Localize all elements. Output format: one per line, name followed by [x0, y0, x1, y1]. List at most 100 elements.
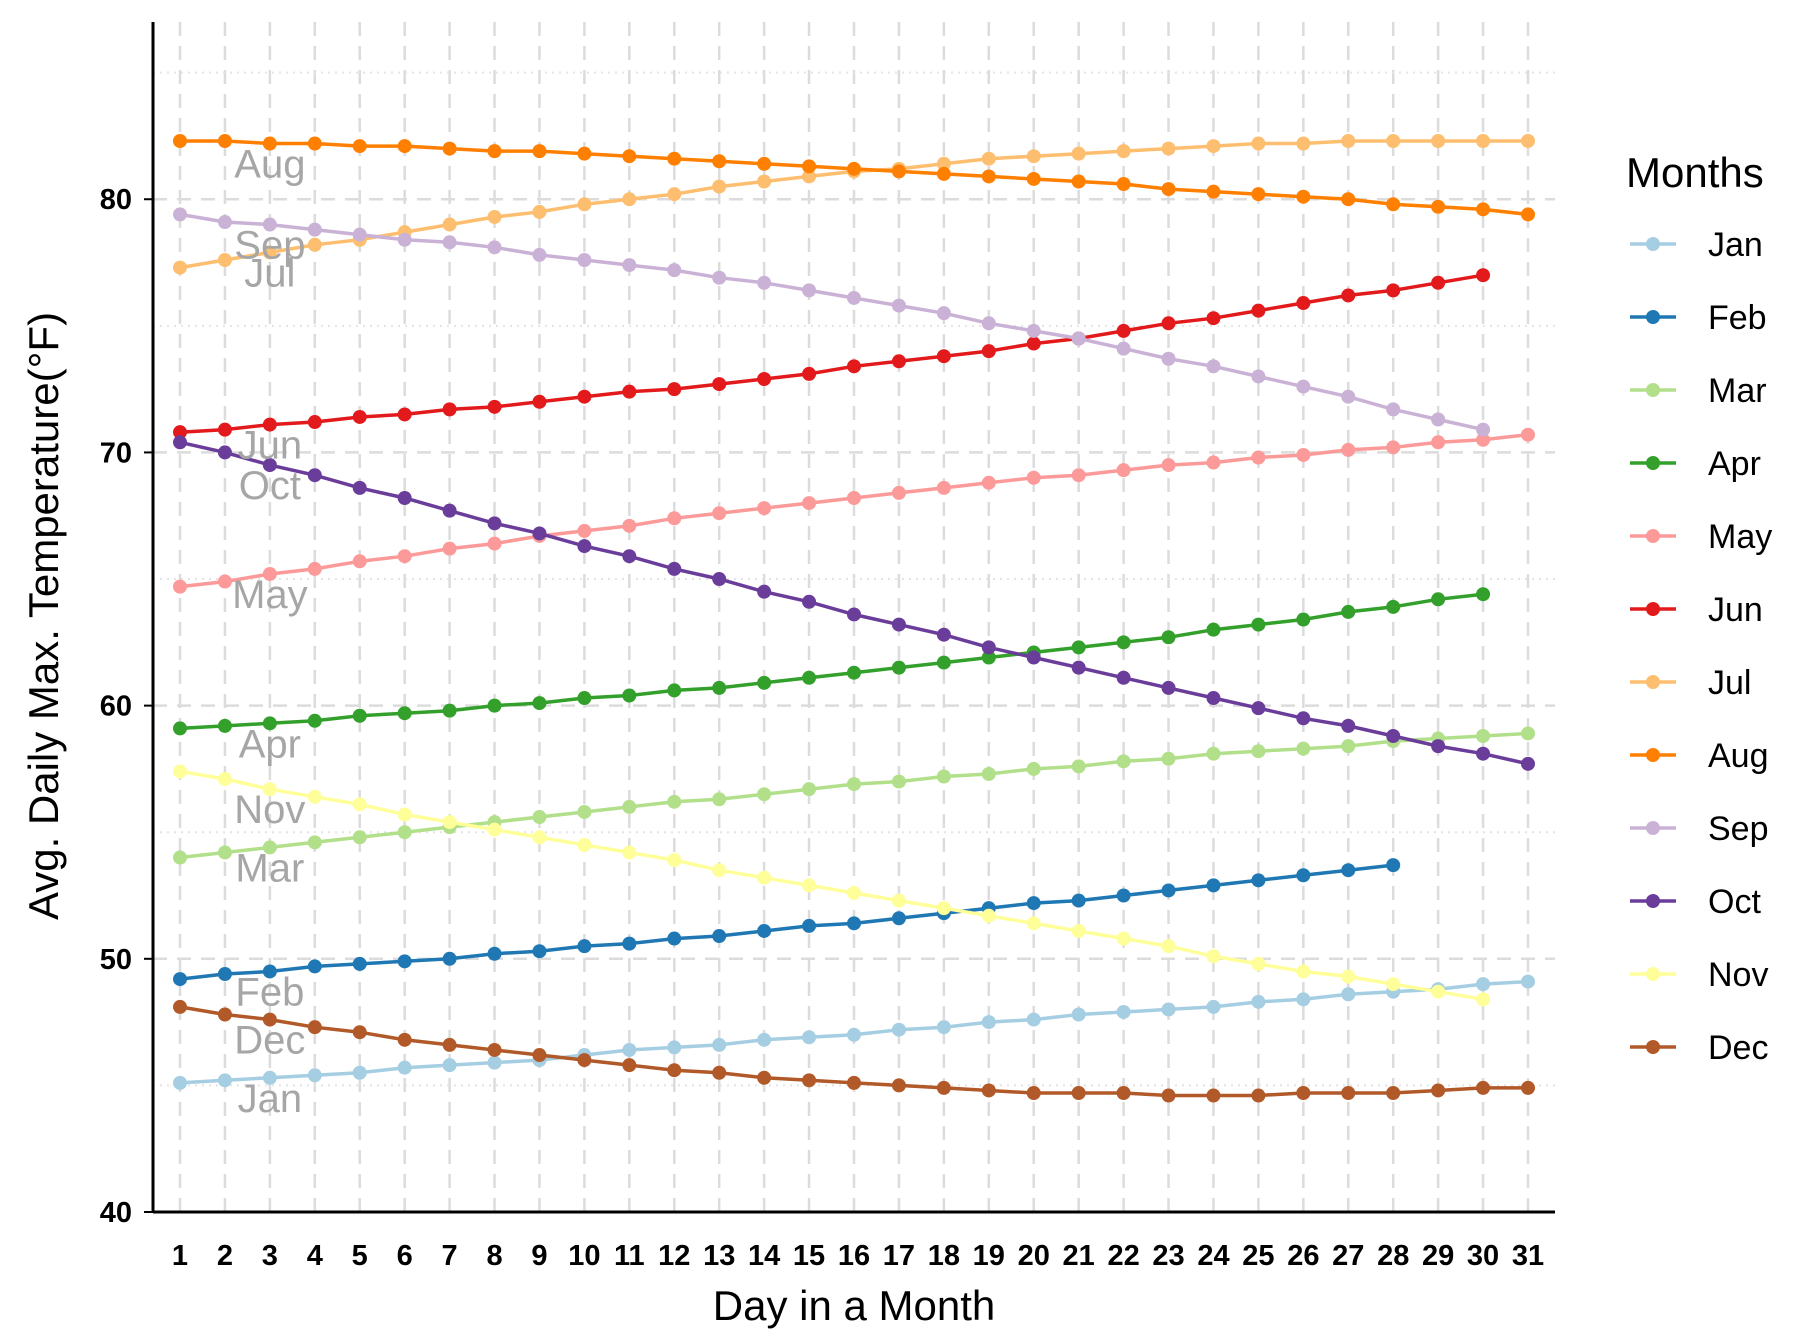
legend-key-marker — [1646, 237, 1660, 251]
data-point — [622, 549, 637, 564]
data-point — [622, 149, 637, 164]
data-point — [1116, 931, 1131, 946]
data-point — [577, 197, 592, 212]
data-point — [352, 554, 367, 569]
data-point — [1341, 863, 1356, 878]
data-point — [307, 789, 322, 804]
data-point — [622, 1042, 637, 1057]
data-point — [307, 136, 322, 151]
data-point — [936, 627, 951, 642]
data-point — [397, 139, 412, 154]
data-point — [352, 708, 367, 723]
data-point — [667, 187, 682, 202]
data-point — [173, 764, 187, 779]
data-point — [532, 944, 547, 959]
data-point — [1161, 316, 1176, 331]
data-point — [1161, 458, 1176, 473]
data-point — [262, 417, 277, 432]
series-label: Jun — [238, 424, 303, 468]
series-label: Dec — [234, 1019, 305, 1063]
data-point — [1341, 389, 1356, 404]
y-tick-label: 70 — [100, 437, 132, 469]
data-point — [1161, 1002, 1176, 1017]
series-label: Oct — [239, 464, 301, 508]
data-point — [397, 232, 412, 247]
data-point — [936, 349, 951, 364]
data-point — [217, 422, 232, 437]
x-tick-label: 24 — [1197, 1240, 1229, 1272]
data-point — [262, 566, 277, 581]
data-point — [1431, 739, 1446, 754]
data-point — [1251, 136, 1266, 151]
legend-item: Mar — [1630, 372, 1767, 410]
data-point — [262, 136, 277, 151]
data-point — [847, 916, 861, 931]
data-point — [1026, 761, 1041, 776]
data-point — [712, 572, 727, 587]
data-point — [757, 1070, 772, 1085]
series-label: Jul — [244, 251, 295, 295]
x-tick-label: 8 — [486, 1240, 502, 1272]
data-point — [487, 516, 502, 531]
legend-key-marker — [1646, 967, 1660, 981]
data-point — [891, 617, 906, 632]
data-point — [1026, 336, 1041, 351]
data-point — [1431, 984, 1446, 999]
data-point — [802, 169, 817, 184]
data-point — [532, 526, 547, 541]
data-point — [307, 835, 322, 850]
data-point — [397, 491, 412, 505]
data-point — [1071, 468, 1086, 483]
data-point — [217, 215, 232, 230]
data-point — [262, 1070, 277, 1085]
data-point — [1116, 635, 1131, 650]
legend-item: Sep — [1630, 810, 1769, 848]
data-point — [307, 1068, 322, 1083]
data-point — [667, 151, 682, 166]
data-point — [802, 918, 817, 933]
data-point — [622, 518, 637, 533]
data-point — [1071, 893, 1086, 908]
data-point — [712, 270, 727, 285]
data-point — [1251, 873, 1266, 888]
series-label: Apr — [239, 722, 301, 766]
x-tick-label: 4 — [307, 1240, 323, 1272]
data-point — [1431, 199, 1446, 214]
data-point — [1431, 275, 1446, 290]
data-point — [173, 579, 187, 594]
data-point — [981, 650, 996, 665]
y-tick-labels: 40 50 60 70 80 — [100, 184, 153, 1229]
data-point — [173, 134, 187, 148]
data-point — [667, 263, 682, 278]
x-tick-label: 31 — [1512, 1240, 1544, 1272]
data-point — [352, 830, 367, 845]
data-point — [757, 584, 772, 599]
data-point — [307, 415, 322, 430]
data-point — [1116, 670, 1131, 685]
data-point — [1206, 455, 1221, 470]
data-point — [712, 506, 727, 521]
legend-item: Apr — [1630, 445, 1761, 483]
data-point — [1431, 435, 1446, 450]
y-tick-label: 40 — [100, 1197, 132, 1229]
data-point — [1386, 729, 1401, 743]
data-point — [352, 480, 367, 495]
data-point — [1476, 202, 1491, 217]
data-point — [397, 1032, 412, 1047]
data-point — [442, 217, 457, 232]
x-tick-label: 12 — [658, 1240, 690, 1272]
data-point — [1071, 660, 1086, 675]
data-point — [712, 1065, 727, 1080]
data-point — [262, 782, 277, 797]
data-point — [1116, 463, 1131, 478]
data-point — [1161, 751, 1176, 766]
data-point — [1206, 184, 1221, 199]
legend-label: May — [1708, 518, 1772, 556]
legend-key-marker — [1646, 310, 1660, 324]
data-point — [1251, 187, 1266, 202]
x-tick-label: 22 — [1107, 1240, 1139, 1272]
data-point — [442, 703, 457, 718]
data-point — [847, 665, 861, 680]
data-point — [1341, 604, 1356, 619]
